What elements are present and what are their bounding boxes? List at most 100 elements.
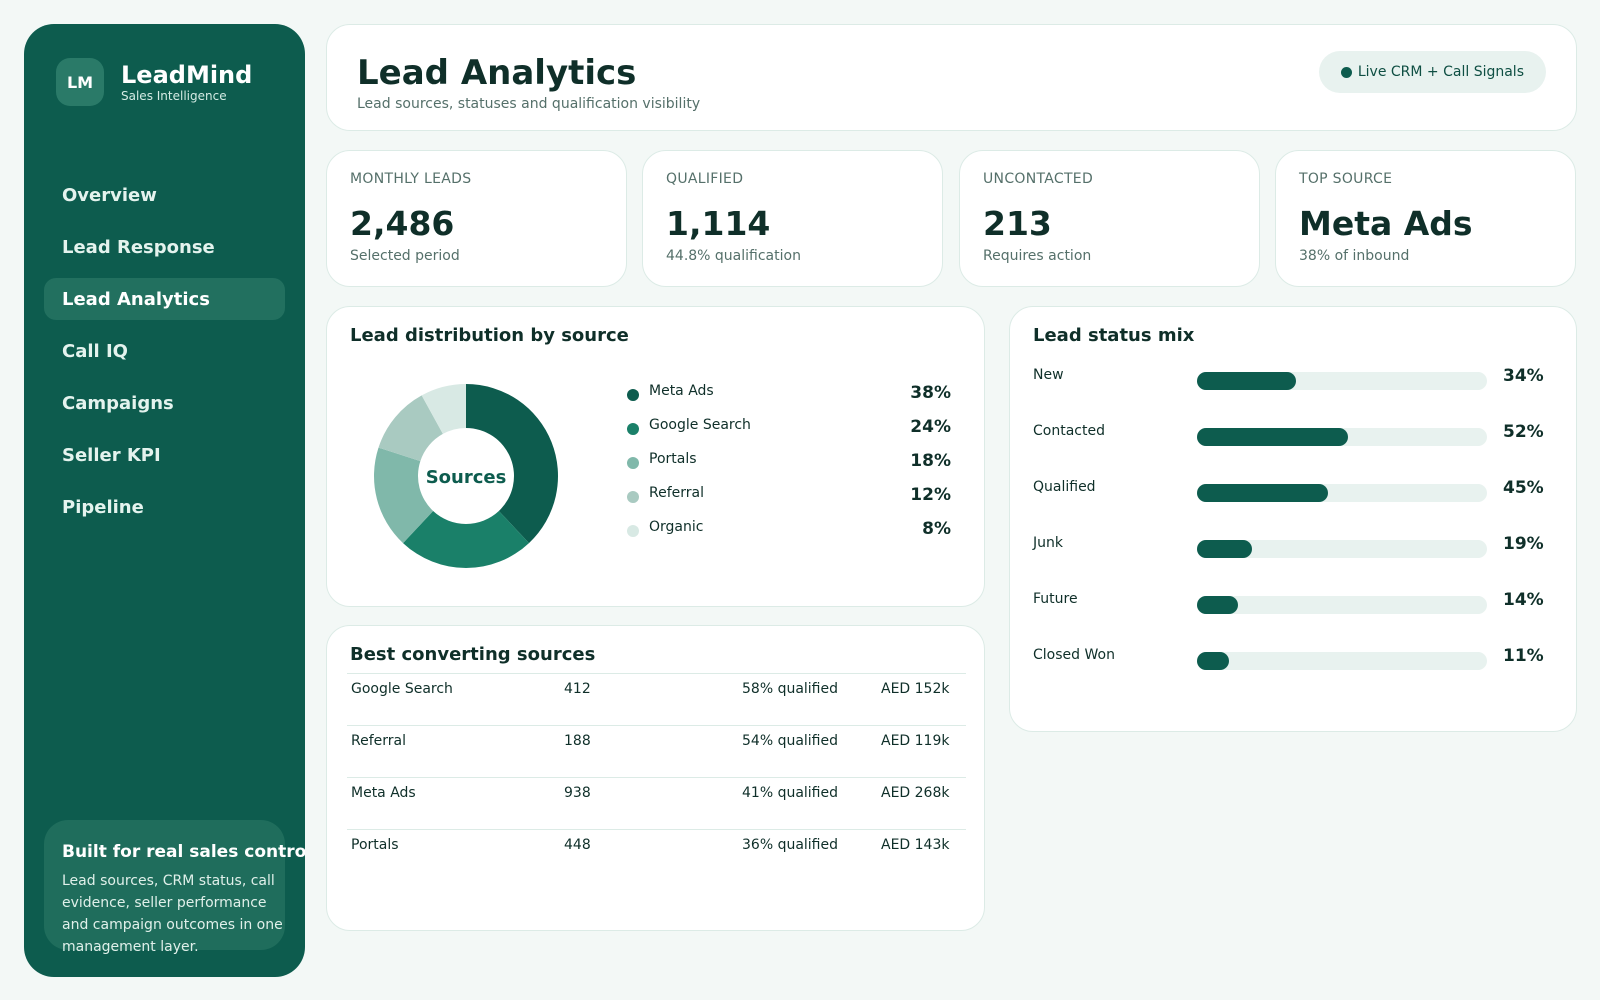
page-title: Lead Analytics — [357, 53, 637, 93]
status-label: New — [1033, 367, 1064, 383]
status-value: 19% — [1503, 534, 1544, 554]
source-cell: Meta Ads — [351, 785, 416, 801]
source-legend: Meta Ads 38% Google Search 24% Portals 1… — [627, 383, 961, 553]
sidebar: LM LeadMind Sales Intelligence Overview … — [24, 24, 305, 977]
kpi-value: 1,114 — [666, 204, 771, 243]
status-value: 34% — [1503, 366, 1544, 386]
live-status-badge: Live CRM + Call Signals — [1318, 51, 1546, 93]
nav-item-overview[interactable]: Overview — [62, 184, 157, 206]
status-bar-fill — [1197, 540, 1253, 558]
status-row-contacted: Contacted 52% — [1033, 419, 1553, 449]
lead-distribution-title: Lead distribution by source — [350, 325, 629, 346]
legend-item-portals: Portals 18% — [627, 451, 961, 485]
kpi-note: 38% of inbound — [1299, 248, 1410, 264]
kpi-label: TOP SOURCE — [1299, 171, 1393, 187]
legend-label: Referral — [649, 485, 704, 501]
donut-slice-organic — [421, 384, 466, 434]
status-bar-fill — [1197, 652, 1229, 670]
kpi-note: 44.8% qualification — [666, 248, 801, 264]
table-row[interactable]: Portals 448 36% qualified AED 143k — [347, 829, 966, 881]
status-bar-fill — [1197, 484, 1328, 502]
status-label: Closed Won — [1033, 647, 1115, 663]
status-row-qualified: Qualified 45% — [1033, 475, 1553, 505]
promo-card: Built for real sales control Lead source… — [44, 820, 305, 955]
legend-item-referral: Referral 12% — [627, 485, 961, 519]
status-bar-track — [1197, 540, 1487, 558]
donut-slice-referral — [378, 395, 443, 462]
table-row[interactable]: Referral 188 54% qualified AED 119k — [347, 725, 966, 777]
legend-item-organic: Organic 8% — [627, 519, 961, 553]
kpi-label: MONTHLY LEADS — [350, 171, 472, 187]
legend-label: Google Search — [649, 417, 751, 433]
kpi-value: Meta Ads — [1299, 204, 1473, 243]
nav-item-call-iq[interactable]: Call IQ — [62, 340, 128, 362]
leads-cell: 412 — [564, 681, 591, 697]
live-dot-icon — [1340, 66, 1352, 78]
status-bar-fill — [1197, 428, 1348, 446]
nav-item-seller-kpi[interactable]: Seller KPI — [62, 444, 161, 466]
status-row-junk: Junk 19% — [1033, 531, 1553, 561]
kpi-card-monthly-leads: MONTHLY LEADS 2,486 Selected period — [326, 150, 627, 287]
brand[interactable]: LM LeadMind Sales Intelligence — [56, 58, 252, 106]
status-bar-track — [1197, 596, 1487, 614]
nav-item-lead-analytics[interactable]: Lead Analytics — [44, 278, 285, 320]
source-donut-chart: Sources — [374, 384, 558, 568]
lead-status-card: Lead status mix New 34% Contacted 52% Qu… — [1009, 306, 1577, 732]
legend-swatch — [627, 389, 639, 401]
brand-tagline: Sales Intelligence — [121, 89, 227, 103]
status-row-future: Future 14% — [1033, 587, 1553, 617]
legend-item-google-search: Google Search 24% — [627, 417, 961, 451]
revenue-cell: AED 152k — [881, 681, 950, 697]
legend-value: 24% — [910, 417, 951, 437]
status-bar-track — [1197, 484, 1487, 502]
table-row[interactable]: Google Search 412 58% qualified AED 152k — [347, 673, 966, 725]
status-bar-track — [1197, 428, 1487, 446]
table-row[interactable]: Meta Ads 938 41% qualified AED 268k — [347, 777, 966, 829]
best-sources-card: Best converting sources Google Search 41… — [326, 625, 985, 931]
kpi-note: Requires action — [983, 248, 1092, 264]
legend-swatch — [627, 423, 639, 435]
donut-slice-portals — [374, 447, 434, 544]
legend-value: 12% — [910, 485, 951, 505]
best-sources-title: Best converting sources — [350, 644, 596, 665]
leads-cell: 188 — [564, 733, 591, 749]
status-bar-fill — [1197, 372, 1296, 390]
live-status-label: Live CRM + Call Signals — [1357, 64, 1524, 80]
status-value: 14% — [1503, 590, 1544, 610]
status-bar-fill — [1197, 596, 1238, 614]
nav-item-pipeline[interactable]: Pipeline — [62, 496, 144, 518]
legend-value: 38% — [910, 383, 951, 403]
qualified-cell: 41% qualified — [742, 785, 839, 801]
revenue-cell: AED 143k — [881, 837, 950, 853]
source-cell: Referral — [351, 733, 406, 749]
donut-slice-meta-ads — [466, 384, 558, 544]
kpi-note: Selected period — [350, 248, 460, 264]
lead-distribution-card: Lead distribution by source Sources Meta… — [326, 306, 985, 607]
donut-center-label: Sources — [426, 467, 507, 488]
status-value: 11% — [1503, 646, 1544, 666]
page-header: Lead Analytics Lead sources, statuses an… — [326, 24, 1577, 131]
nav-item-lead-response[interactable]: Lead Response — [62, 236, 215, 258]
legend-swatch — [627, 457, 639, 469]
brand-name: LeadMind — [121, 61, 253, 89]
status-row-closed-won: Closed Won 11% — [1033, 643, 1553, 673]
legend-swatch — [627, 525, 639, 537]
revenue-cell: AED 268k — [881, 785, 950, 801]
status-label: Contacted — [1033, 423, 1105, 439]
status-label: Future — [1033, 591, 1078, 607]
leads-cell: 448 — [564, 837, 591, 853]
kpi-value: 213 — [983, 204, 1052, 243]
legend-label: Portals — [649, 451, 697, 467]
qualified-cell: 36% qualified — [742, 837, 839, 853]
legend-label: Meta Ads — [649, 383, 714, 399]
status-label: Qualified — [1033, 479, 1096, 495]
kpi-card-qualified: QUALIFIED 1,114 44.8% qualification — [642, 150, 943, 287]
kpi-label: UNCONTACTED — [983, 171, 1094, 187]
qualified-cell: 54% qualified — [742, 733, 839, 749]
nav-item-campaigns[interactable]: Campaigns — [62, 392, 174, 414]
source-cell: Google Search — [351, 681, 453, 697]
legend-label: Organic — [649, 519, 704, 535]
revenue-cell: AED 119k — [881, 733, 950, 749]
donut-slice-google-search — [403, 510, 529, 568]
status-value: 45% — [1503, 478, 1544, 498]
